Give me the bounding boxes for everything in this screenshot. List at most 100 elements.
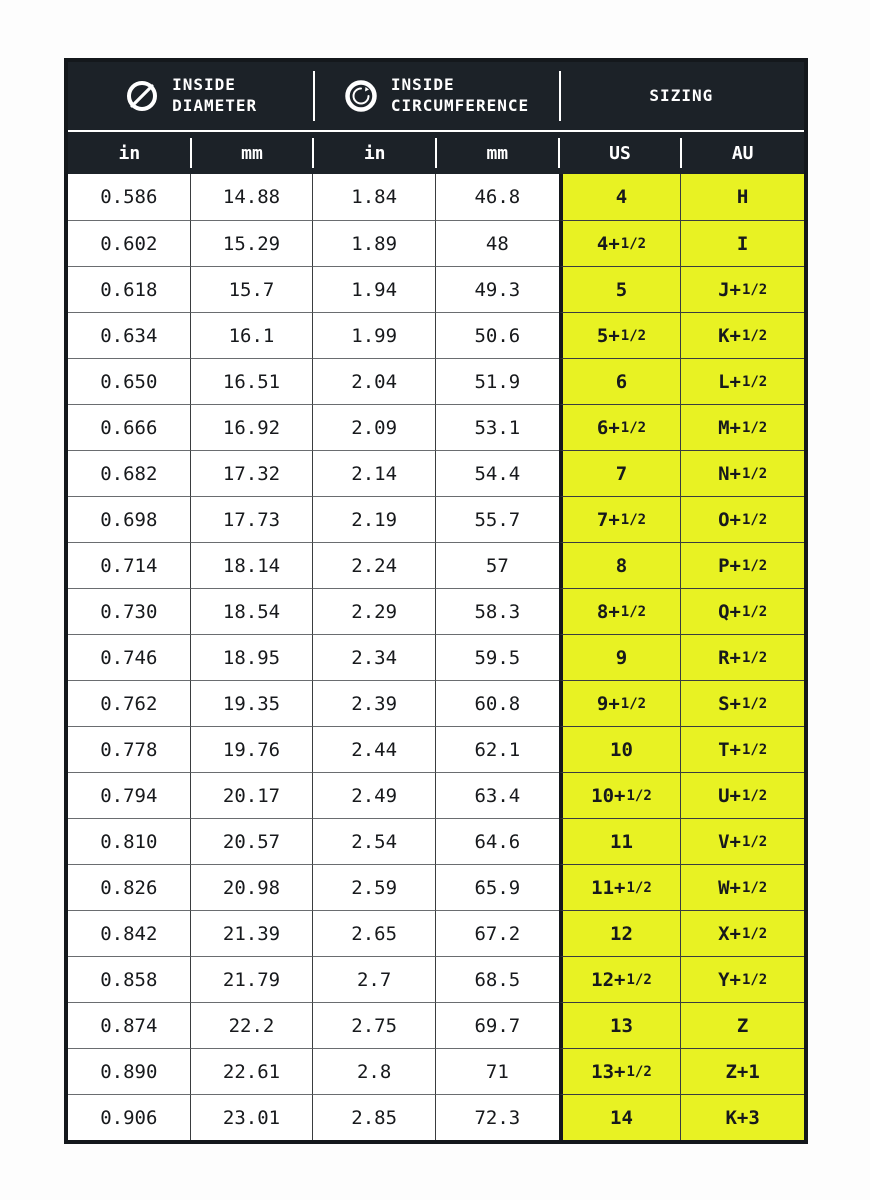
table-body: 0.586 14.88 1.84 46.8 4 H 0.602 15.29 1.89 48 4+ 1/…	[68, 174, 804, 1140]
table-row: 0.890 22.61 2.8 71 13+ 1/2 Z+1	[68, 1048, 804, 1094]
table-cell: 0.682	[68, 450, 191, 496]
table-cell: 0.666	[68, 404, 191, 450]
table-cell: 2.85	[313, 1094, 436, 1140]
table-cell: 20.98	[190, 864, 314, 910]
table-cell: N+ 1/2	[681, 450, 804, 496]
table-cell: 48	[435, 220, 559, 266]
table-cell: 5+ 1/2	[558, 312, 682, 358]
subheader-circumference-in: in	[313, 132, 437, 174]
table-row: 0.858 21.79 2.7 68.5 12+ 1/2 Y+ 1/2	[68, 956, 804, 1002]
table-cell: 10	[558, 726, 682, 772]
table-cell: 0.874	[68, 1002, 191, 1048]
table-cell: H	[681, 174, 804, 220]
table-cell: J+ 1/2	[681, 266, 804, 312]
table-cell: 4+ 1/2	[558, 220, 682, 266]
table-row: 0.586 14.88 1.84 46.8 4 H	[68, 174, 804, 220]
table-cell: 0.810	[68, 818, 191, 864]
table-cell: 2.44	[313, 726, 436, 772]
table-cell: 50.6	[435, 312, 559, 358]
table-cell: 1.99	[313, 312, 436, 358]
table-cell: S+ 1/2	[681, 680, 804, 726]
table-cell: Z	[681, 1002, 804, 1048]
table-cell: 1.94	[313, 266, 436, 312]
subheader-circumference-mm: mm	[436, 132, 560, 174]
table-cell: 2.75	[313, 1002, 436, 1048]
table-cell: 12	[558, 910, 682, 956]
table-cell: 20.17	[190, 772, 314, 818]
table-cell: 2.65	[313, 910, 436, 956]
table-cell: Y+ 1/2	[681, 956, 804, 1002]
table-cell: 4	[558, 174, 682, 220]
table-cell: 2.54	[313, 818, 436, 864]
table-cell: 11	[558, 818, 682, 864]
table-cell: L+ 1/2	[681, 358, 804, 404]
table-cell: 2.59	[313, 864, 436, 910]
table-cell: 0.618	[68, 266, 191, 312]
table-cell: 0.842	[68, 910, 191, 956]
table-cell: 64.6	[435, 818, 559, 864]
table-cell: 9	[558, 634, 682, 680]
table-row: 0.874 22.2 2.75 69.7 13 Z	[68, 1002, 804, 1048]
table-cell: 55.7	[435, 496, 559, 542]
table-cell: 18.95	[190, 634, 314, 680]
header-inside-circumference: INSIDE CIRCUMFERENCE	[313, 62, 558, 130]
table-cell: 19.35	[190, 680, 314, 726]
table-cell: 2.09	[313, 404, 436, 450]
table-row: 0.650 16.51 2.04 51.9 6 L+ 1/2	[68, 358, 804, 404]
table-cell: 72.3	[435, 1094, 559, 1140]
header-rule	[68, 130, 804, 132]
table-cell: 6+ 1/2	[558, 404, 682, 450]
table-cell: 2.49	[313, 772, 436, 818]
table-row: 0.842 21.39 2.65 67.2 12 X+ 1/2	[68, 910, 804, 956]
table-cell: 14.88	[190, 174, 314, 220]
ring-size-chart-table: INSIDE DIAMETER INSIDE CIRCUMFERENCE SIZ…	[64, 58, 808, 1144]
table-cell: 0.634	[68, 312, 191, 358]
table-cell: 2.19	[313, 496, 436, 542]
subheader-us: US	[559, 132, 682, 174]
header-inside-diameter: INSIDE DIAMETER	[68, 62, 313, 130]
table-subheader: in mm in mm US AU	[68, 132, 804, 174]
table-cell: T+ 1/2	[681, 726, 804, 772]
table-cell: 2.39	[313, 680, 436, 726]
table-cell: 2.29	[313, 588, 436, 634]
table-cell: 0.602	[68, 220, 191, 266]
table-cell: 19.76	[190, 726, 314, 772]
table-cell: 8+ 1/2	[558, 588, 682, 634]
table-cell: 54.4	[435, 450, 559, 496]
table-cell: 17.32	[190, 450, 314, 496]
table-cell: 0.586	[68, 174, 191, 220]
table-cell: 46.8	[435, 174, 559, 220]
table-cell: 16.1	[190, 312, 314, 358]
table-cell: 0.730	[68, 588, 191, 634]
header-label-diameter: INSIDE DIAMETER	[172, 75, 258, 115]
table-row: 0.682 17.32 2.14 54.4 7 N+ 1/2	[68, 450, 804, 496]
table-cell: 10+ 1/2	[558, 772, 682, 818]
table-cell: I	[681, 220, 804, 266]
table-cell: 0.650	[68, 358, 191, 404]
table-cell: 2.7	[313, 956, 436, 1002]
table-cell: 21.39	[190, 910, 314, 956]
table-cell: 65.9	[435, 864, 559, 910]
header-sizing: SIZING	[559, 62, 804, 130]
table-row: 0.810 20.57 2.54 64.6 11 V+ 1/2	[68, 818, 804, 864]
table-cell: 0.826	[68, 864, 191, 910]
table-cell: 14	[558, 1094, 682, 1140]
table-cell: 0.890	[68, 1048, 191, 1094]
table-cell: Z+1	[681, 1048, 804, 1094]
table-cell: 0.714	[68, 542, 191, 588]
table-cell: 22.2	[190, 1002, 314, 1048]
table-cell: 15.7	[190, 266, 314, 312]
table-cell: 0.762	[68, 680, 191, 726]
table-cell: 17.73	[190, 496, 314, 542]
table-cell: 2.8	[313, 1048, 436, 1094]
table-row: 0.778 19.76 2.44 62.1 10 T+ 1/2	[68, 726, 804, 772]
table-row: 0.714 18.14 2.24 57 8 P+ 1/2	[68, 542, 804, 588]
table-cell: 18.54	[190, 588, 314, 634]
table-cell: 58.3	[435, 588, 559, 634]
table-row: 0.618 15.7 1.94 49.3 5 J+ 1/2	[68, 266, 804, 312]
table-row: 0.746 18.95 2.34 59.5 9 R+ 1/2	[68, 634, 804, 680]
table-cell: 7	[558, 450, 682, 496]
table-cell: U+ 1/2	[681, 772, 804, 818]
table-cell: M+ 1/2	[681, 404, 804, 450]
table-row: 0.666 16.92 2.09 53.1 6+ 1/2 M+ 1/2	[68, 404, 804, 450]
